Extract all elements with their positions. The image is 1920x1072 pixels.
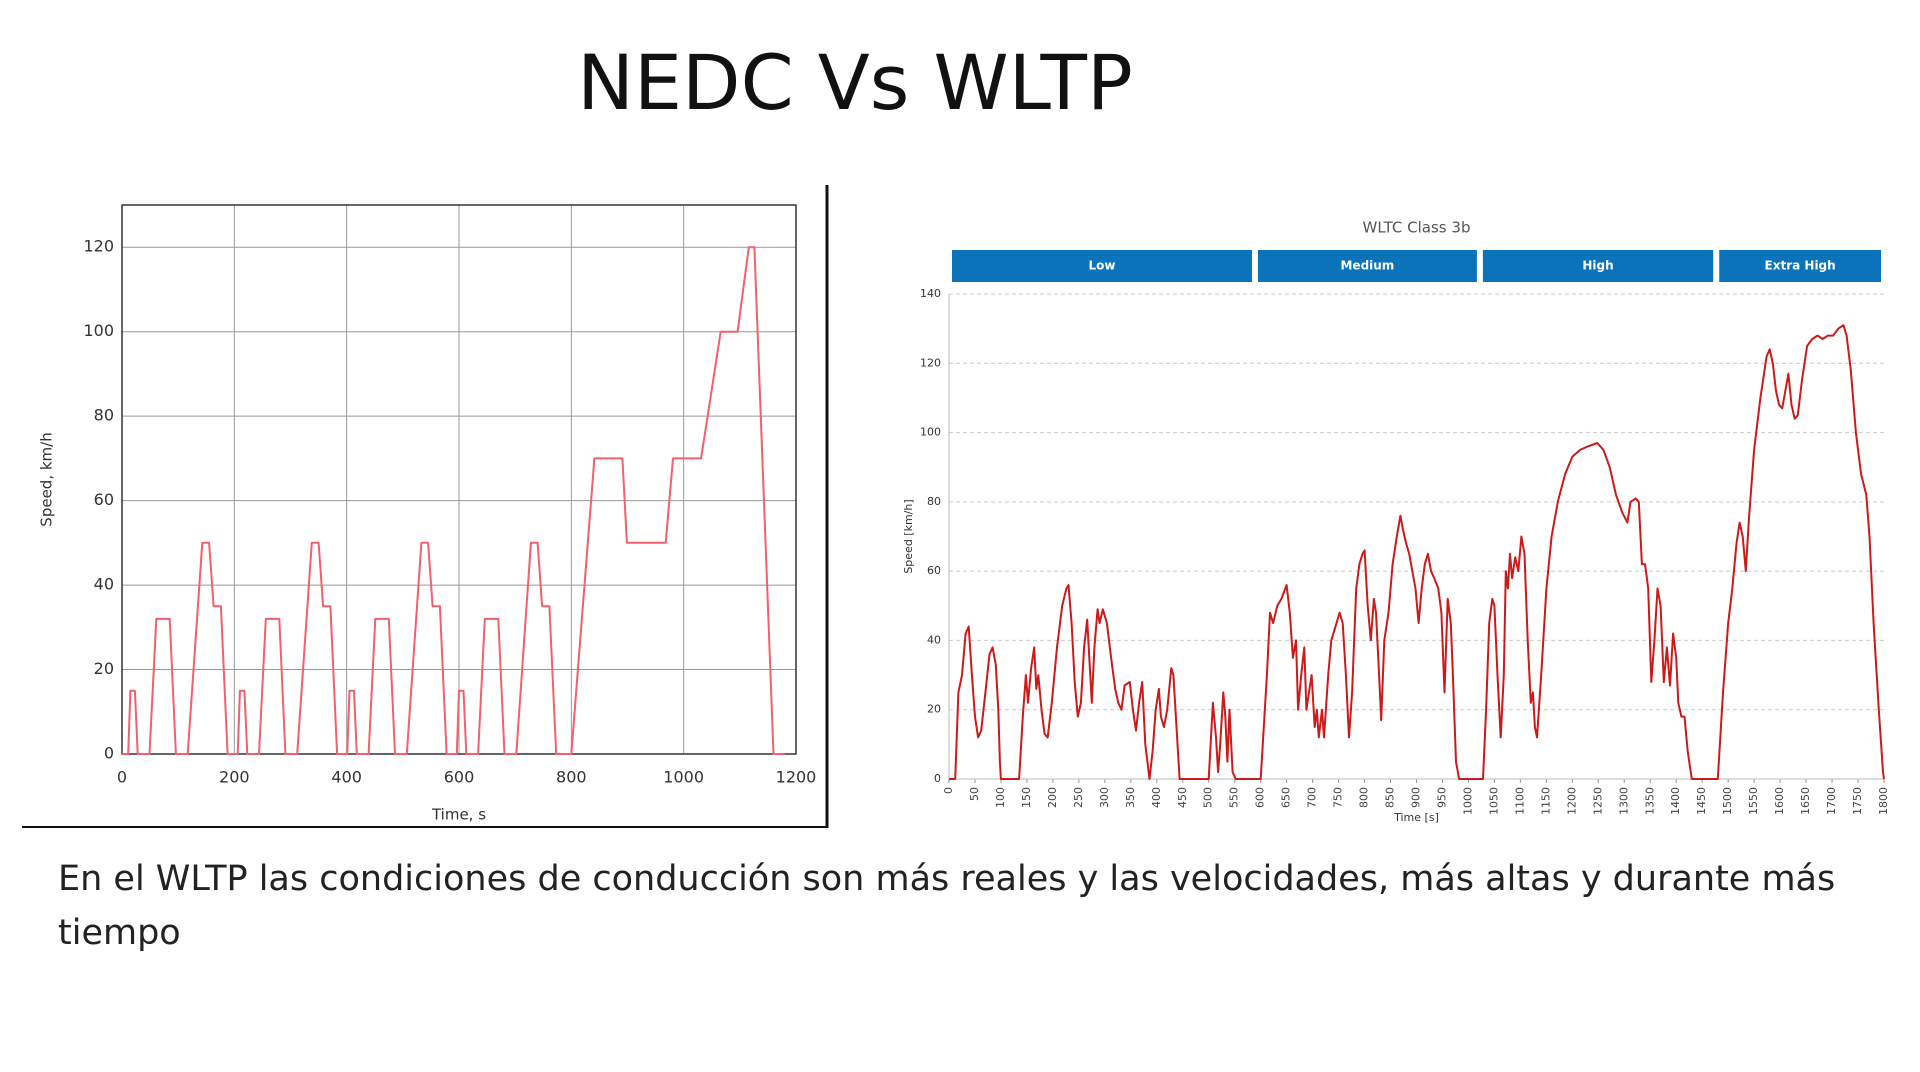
phase-label: Extra High [1765,259,1836,273]
x-axis-label: Time [s] [1393,811,1439,824]
x-tick-label: 950 [1435,787,1448,808]
y-tick-label: 60 [927,564,941,577]
y-tick-label: 40 [94,575,114,594]
x-tick-label: 800 [556,768,587,787]
x-tick-label: 400 [1150,787,1163,808]
x-tick-label: 1000 [663,768,704,787]
y-tick-label: 100 [920,426,941,439]
x-tick-label: 1400 [1669,787,1682,815]
x-tick-label: 1800 [1877,787,1890,815]
phase-band [1719,250,1881,282]
x-tick-label: 450 [1176,787,1189,808]
x-tick-label: 150 [1020,787,1033,808]
y-tick-label: 40 [927,633,941,646]
x-tick-label: 1600 [1773,787,1786,815]
x-axis-label: Time, s [431,806,486,824]
x-tick-label: 0 [942,787,955,794]
x-tick-label: 1050 [1487,787,1500,815]
phase-label: Low [1088,259,1115,273]
x-tick-label: 1700 [1825,787,1838,815]
x-tick-label: 600 [1254,787,1267,808]
x-tick-label: 500 [1202,787,1215,808]
phase-band [1257,250,1477,282]
x-tick-label: 50 [968,787,981,801]
y-tick-label: 120 [920,356,941,369]
x-tick-label: 650 [1280,787,1293,808]
x-tick-label: 1750 [1851,787,1864,815]
x-tick-label: 1450 [1695,787,1708,815]
x-tick-label: 100 [994,787,1007,808]
plot-frame [121,204,797,755]
y-axis-label: Speed [km/h] [902,499,915,573]
x-tick-label: 1500 [1721,787,1734,815]
x-tick-label: 250 [1072,787,1085,808]
y-tick-label: 0 [104,744,114,763]
x-tick-label: 1300 [1617,787,1630,815]
phase-label: Medium [1340,259,1394,273]
y-tick-label: 60 [94,490,114,509]
x-tick-label: 1250 [1591,787,1604,815]
x-tick-label: 0 [117,768,127,787]
x-tick-label: 400 [331,768,362,787]
y-tick-label: 120 [83,237,114,256]
y-tick-label: 100 [83,321,114,340]
y-tick-label: 80 [927,495,941,508]
x-tick-label: 300 [1098,787,1111,808]
x-tick-label: 900 [1410,787,1423,808]
x-tick-label: 1150 [1539,787,1552,815]
x-tick-label: 350 [1124,787,1137,808]
slide-title: NEDC Vs WLTP [577,38,1133,127]
x-tick-label: 1200 [1565,787,1578,815]
x-tick-label: 800 [1358,787,1371,808]
x-tick-label: 200 [1046,787,1059,808]
x-tick-label: 600 [444,768,475,787]
x-tick-label: 1000 [1461,787,1474,815]
y-tick-label: 20 [927,703,941,716]
speed-line [122,246,785,755]
x-tick-label: 1350 [1643,787,1656,815]
x-tick-label: 550 [1228,787,1241,808]
y-tick-label: 140 [920,287,941,300]
x-tick-label: 1200 [776,768,817,787]
x-tick-label: 1650 [1799,787,1812,815]
y-axis-label: Speed, km/h [38,432,56,526]
phase-band [1482,250,1714,282]
y-tick-label: 20 [94,659,114,678]
speed-line [949,324,1885,780]
x-tick-label: 1550 [1747,787,1760,815]
x-tick-label: 200 [219,768,250,787]
x-tick-label: 750 [1332,787,1345,808]
x-tick-label: 850 [1384,787,1397,808]
x-tick-label: 700 [1306,787,1319,808]
y-tick-label: 80 [94,406,114,425]
caption: En el WLTP las condiciones de conducción… [58,859,1836,953]
x-tick-label: 1100 [1513,787,1526,815]
chart-title: WLTC Class 3b [1363,219,1471,237]
y-tick-label: 0 [934,772,941,785]
phase-label: High [1582,259,1613,273]
phase-band [952,250,1252,282]
